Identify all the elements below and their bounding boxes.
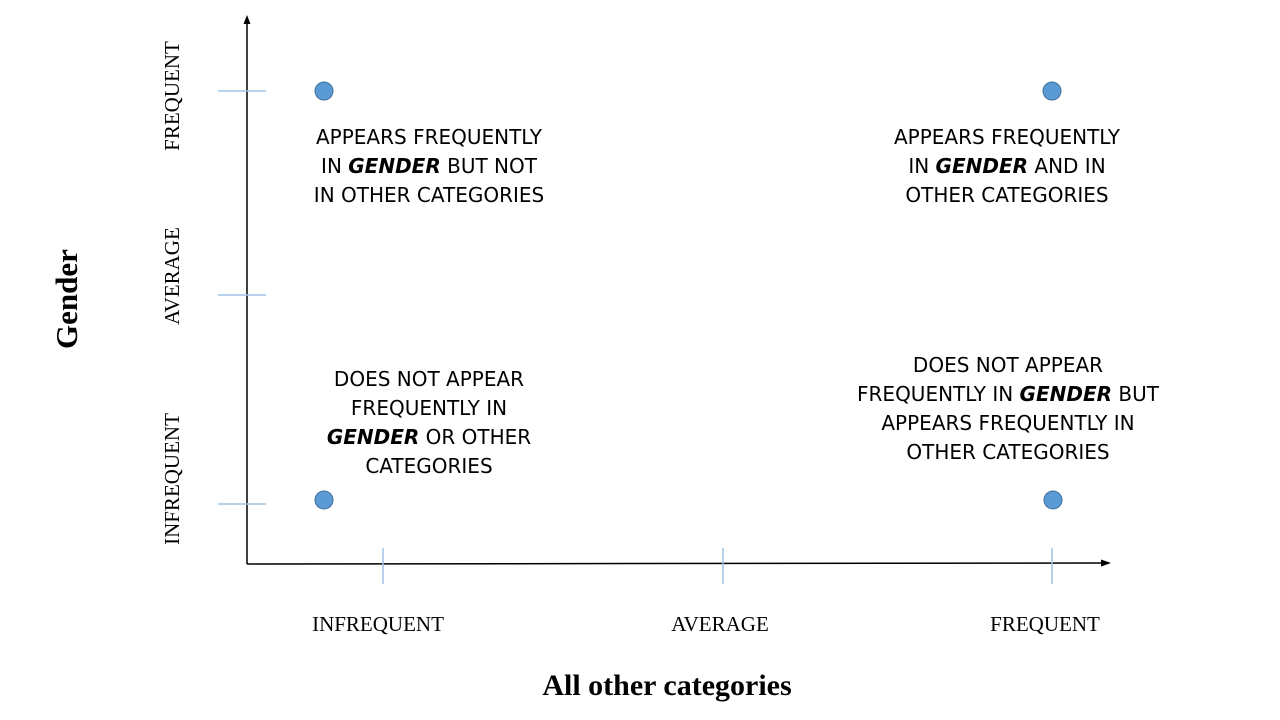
y-tick-label-infrequent: INFREQUENT: [160, 413, 184, 545]
point-gender-frequent-others-infrequent: [314, 81, 334, 101]
annotation-emphasis: GENDER: [326, 425, 420, 449]
annotation-line: APPEARS FREQUENTLY: [315, 125, 543, 149]
annotation-line: DOES NOT APPEAR: [333, 367, 525, 391]
annotation-line: IN GENDER AND IN: [908, 154, 1106, 178]
annotation-top-right: APPEARS FREQUENTLY IN GENDER AND IN OTHER …: [894, 123, 1120, 210]
annotation-line: FREQUENTLY IN GENDER BUT: [857, 382, 1159, 406]
x-tick-label-frequent: FREQUENT: [990, 612, 1100, 636]
annotation-emphasis: GENDER: [348, 154, 441, 178]
point-gender-infrequent-others-infrequent: [314, 490, 334, 510]
x-axis-title: All other categories: [542, 669, 791, 702]
y-tick-label-frequent: FREQUENT: [160, 41, 184, 151]
x-axis-arrowhead: [1101, 559, 1111, 567]
annotation-line: CATEGORIES: [365, 454, 493, 478]
annotation-line: FREQUENTLY IN: [350, 396, 508, 420]
annotation-line: OTHER CATEGORIES: [906, 440, 1110, 464]
annotation-emphasis: GENDER: [935, 154, 1029, 178]
annotation-top-left: APPEARS FREQUENTLY IN GENDER BUT NOT IN OT…: [314, 123, 544, 210]
annotation-line: GENDER OR OTHER: [326, 425, 532, 449]
annotation-bottom-right: DOES NOT APPEAR FREQUENTLY IN GENDER BUT A…: [857, 351, 1159, 467]
x-tick-label-average: AVERAGE: [671, 612, 769, 636]
annotation-line: DOES NOT APPEAR: [912, 353, 1104, 377]
annotation-line: APPEARS FREQUENTLY: [893, 125, 1121, 149]
annotation-line: IN GENDER BUT NOT: [321, 154, 537, 178]
point-gender-infrequent-others-frequent: [1043, 490, 1063, 510]
point-gender-frequent-others-frequent: [1042, 81, 1062, 101]
annotation-line: APPEARS FREQUENTLY IN: [881, 411, 1135, 435]
x-axis-line: [246, 562, 1104, 565]
y-axis-arrowhead: [243, 15, 251, 24]
annotation-bottom-left: DOES NOT APPEAR FREQUENTLY IN GENDER OR OT…: [327, 365, 531, 481]
y-tick-label-average: AVERAGE: [160, 227, 184, 325]
annotation-line: IN OTHER CATEGORIES: [313, 183, 545, 207]
x-tick-label-infrequent: INFREQUENT: [312, 612, 444, 636]
annotation-emphasis: GENDER: [1019, 382, 1113, 406]
annotation-line: OTHER CATEGORIES: [905, 183, 1109, 207]
y-axis-title: Gender: [49, 249, 84, 349]
